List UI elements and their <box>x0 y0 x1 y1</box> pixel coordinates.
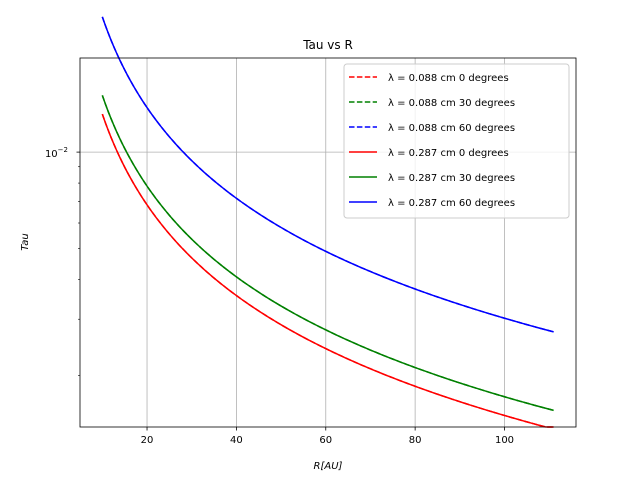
x-tick-label: 80 <box>409 435 422 446</box>
x-tick-label: 60 <box>319 435 332 446</box>
series-line-0.287-60 <box>101 16 554 333</box>
series-lines <box>101 16 554 428</box>
legend-entry: λ = 0.287 cm 60 degrees <box>388 198 515 209</box>
legend-box <box>343 63 570 219</box>
x-tick-label: 20 <box>141 435 154 446</box>
y-axis-label: Tau <box>20 233 31 251</box>
legend: λ = 0.088 cm 0 degrees λ = 0.088 cm 30 de… <box>343 63 570 219</box>
x-tick-label: 100 <box>495 435 514 446</box>
x-tick-label: 40 <box>230 435 243 446</box>
chart-title: Tau vs R <box>302 38 353 52</box>
axis-ticks: 20 40 60 80 100 10−2 <box>45 146 514 446</box>
legend-entry: λ = 0.287 cm 30 degrees <box>388 173 515 184</box>
plot-frame <box>79 57 577 428</box>
legend-entry: λ = 0.088 cm 60 degrees <box>388 123 515 134</box>
series-line-0.287-0 <box>101 113 554 428</box>
series-line-0.287-30 <box>101 95 554 412</box>
legend-entry: λ = 0.088 cm 0 degrees <box>388 73 509 84</box>
x-axis-label: R[AU] <box>314 461 343 472</box>
legend-entry: λ = 0.088 cm 30 degrees <box>388 98 515 109</box>
legend-entry: λ = 0.287 cm 0 degrees <box>388 148 509 159</box>
y-tick-label: 10−2 <box>45 146 68 160</box>
